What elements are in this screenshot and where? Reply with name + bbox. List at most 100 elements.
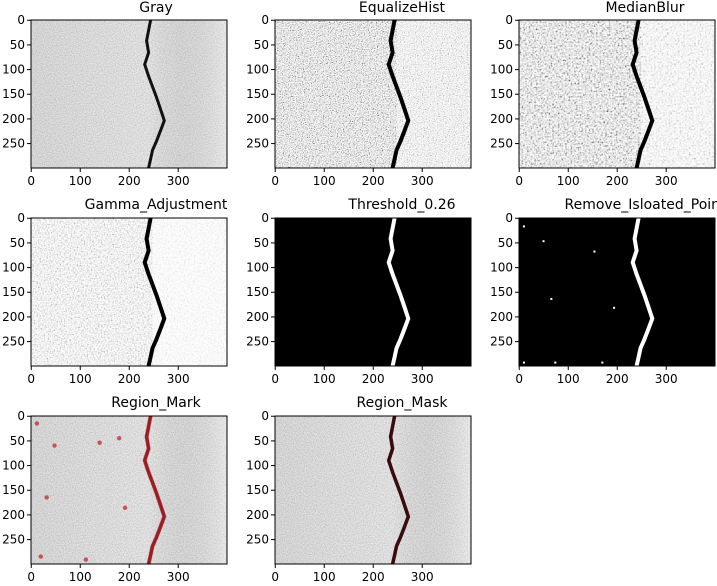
x-tick-label: 300 [411,570,434,584]
panel-image-gray [31,20,227,168]
y-tick-label: 50 [10,38,25,52]
panel-title-gray: Gray [139,0,173,16]
crack-mark [142,416,167,564]
speckle-bottom [275,339,383,366]
y-tick-label: 50 [10,434,25,448]
x-tick-label: 200 [362,372,385,386]
x-tick-label: 300 [411,372,434,386]
y-tick-label: 150 [490,285,513,299]
x-tick-label: 300 [411,174,434,188]
y-tick-label: 0 [505,13,513,27]
y-tick-label: 250 [2,533,25,547]
panel-image-median [519,20,715,168]
y-tick-label: 100 [246,261,269,275]
shade [152,218,227,366]
residual-point [550,297,553,300]
y-tick-label: 0 [261,409,269,423]
axes-2: 0 50 100 150 200 250 0 100 200 300 [490,13,716,188]
panel-title-gamma-adjustment: Gamma_Adjustment [84,197,228,213]
shade [396,20,471,168]
x-tick-label: 0 [27,174,35,188]
panel-image-cleaned [519,218,715,366]
y-tick-label: 0 [261,13,269,27]
panel-title-equalizehist: EqualizeHist [358,0,446,16]
panel-title-region-mask: Region_Mask [356,395,448,411]
x-tick-label: 0 [27,372,35,386]
y-tick-label: 50 [254,38,269,52]
x-tick-label: 300 [655,372,678,386]
x-tick-label: 0 [271,570,279,584]
y-tick-label: 200 [2,112,25,126]
x-tick-label: 100 [557,174,580,188]
mark-spot [34,421,40,426]
y-tick-label: 100 [490,63,513,77]
y-tick-label: 100 [490,261,513,275]
axes-0: 0 50 100 150 200 250 0 100 200 300 [2,13,228,188]
crack [143,20,166,168]
x-tick-label: 200 [606,174,629,188]
residual-point [613,306,616,309]
panel-image-gamma [31,218,227,366]
crack [386,218,411,366]
y-tick-label: 0 [505,211,513,225]
texture [275,20,471,168]
x-tick-label: 100 [313,570,336,584]
x-tick-label: 200 [362,174,385,188]
x-tick-label: 200 [118,570,141,584]
mark-spot [38,554,43,559]
y-tick-label: 250 [246,137,269,151]
panel-image-mask [275,416,471,564]
panel-image-mark [31,416,227,564]
x-tick-label: 0 [27,570,35,584]
y-tick-label: 250 [490,137,513,151]
crack [142,218,167,366]
x-tick-label: 200 [362,570,385,584]
y-tick-label: 50 [254,434,269,448]
crack-mask [386,416,411,564]
y-tick-label: 200 [246,310,269,324]
y-tick-label: 250 [246,533,269,547]
residual-point [554,361,557,364]
y-tick-label: 250 [490,335,513,349]
background [519,218,715,366]
mark-spot [52,443,57,448]
mark-spot [117,436,122,441]
x-tick-label: 200 [606,372,629,386]
panel-title-medianblur: MedianBlur [605,0,685,16]
axes-5: 0 50 100 150 200 250 0 100 200 300 [490,211,716,386]
x-tick-label: 100 [313,174,336,188]
x-tick-label: 100 [69,570,92,584]
x-tick-label: 100 [69,372,92,386]
y-tick-label: 100 [246,459,269,473]
y-tick-label: 150 [246,483,269,497]
mark-spot [97,440,102,445]
panel-title-region-mark: Region_Mark [111,395,201,411]
axes-1: 0 50 100 150 200 250 0 100 200 300 [246,13,472,188]
residual-point [593,250,596,253]
axes-4: 0 50 100 150 200 250 0 100 200 300 [246,211,472,386]
shade [640,20,715,168]
panel-title-threshold: Threshold_0.26 [348,197,456,213]
y-tick-label: 200 [490,310,513,324]
y-tick-label: 150 [2,483,25,497]
y-tick-label: 250 [2,335,25,349]
panel-image-equalized [275,20,471,168]
y-tick-label: 0 [17,13,25,27]
y-tick-label: 200 [246,112,269,126]
shade [275,416,471,564]
y-tick-label: 50 [10,236,25,250]
y-tick-label: 150 [2,87,25,101]
y-tick-label: 100 [2,261,25,275]
y-tick-label: 50 [254,236,269,250]
y-tick-label: 200 [490,112,513,126]
mark-spot [44,495,49,500]
x-tick-label: 200 [118,372,141,386]
x-tick-label: 0 [271,174,279,188]
shade [31,416,227,564]
x-tick-label: 200 [118,174,141,188]
y-tick-label: 150 [246,285,269,299]
x-tick-label: 100 [69,174,92,188]
y-tick-label: 200 [246,508,269,522]
